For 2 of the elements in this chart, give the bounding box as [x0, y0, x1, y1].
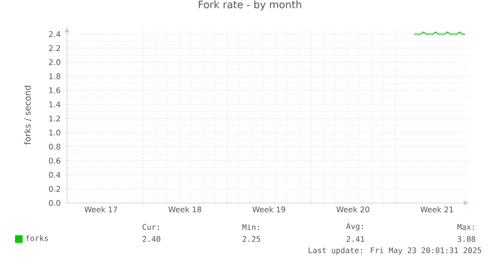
chart-title: Fork rate - by month	[198, 0, 302, 10]
y-axis-title: forks / second	[24, 86, 32, 145]
